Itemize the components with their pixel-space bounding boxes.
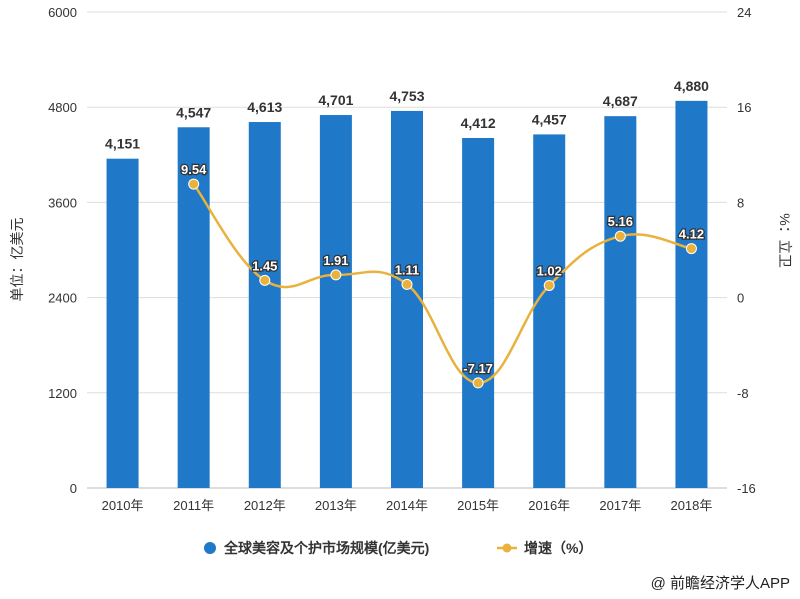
bar-value-label: 4,412 xyxy=(461,115,496,131)
x-tick-label: 2013年 xyxy=(315,498,357,513)
source-credit: @ 前瞻经济学人APP xyxy=(650,575,790,592)
bar xyxy=(106,158,139,489)
growth-value-label: 1.91 xyxy=(323,253,348,268)
growth-value-label: 9.54 xyxy=(181,162,207,177)
bar-value-label: 4,687 xyxy=(603,93,638,109)
bar xyxy=(248,122,281,488)
y-right-axis-title: %：立卫 xyxy=(777,213,793,267)
y-left-axis-title: 单位：亿美元 xyxy=(9,218,25,302)
growth-value-label: 1.11 xyxy=(395,262,420,277)
bar-value-label: 4,547 xyxy=(176,104,211,120)
bar-value-label: 4,701 xyxy=(318,92,353,108)
growth-value-label: 1.45 xyxy=(252,258,277,273)
legend: 全球美容及个护市场规模(亿美元) 增速（%） xyxy=(204,540,592,556)
bar-value-label: 4,613 xyxy=(247,99,282,115)
bar xyxy=(391,110,423,489)
growth-point xyxy=(259,274,271,286)
y-left-tick-label: 1200 xyxy=(48,386,77,401)
x-tick-label: 2016年 xyxy=(528,498,570,513)
growth-point xyxy=(543,279,555,291)
growth-point xyxy=(188,178,200,190)
bar-value-label: 4,151 xyxy=(105,136,140,152)
bar xyxy=(533,134,566,489)
bar-value-label: 4,880 xyxy=(674,78,709,94)
legend-marker-point xyxy=(502,543,512,553)
bar xyxy=(675,100,708,488)
growth-point xyxy=(614,230,626,242)
growth-point xyxy=(685,243,697,255)
y-right-tick-label: 8 xyxy=(737,195,744,210)
axes: 0 1200 2400 3600 4800 6000 -16 -8 0 8 16 24 2010年 201… xyxy=(9,5,793,513)
legend-label: 全球美容及个护市场规模(亿美元) xyxy=(223,540,429,556)
x-tick-label: 2012年 xyxy=(244,498,286,513)
legend-marker-bar xyxy=(204,542,216,554)
y-right-tick-label: 0 xyxy=(737,291,744,306)
growth-point xyxy=(472,377,484,389)
growth-value-label: -7.17 xyxy=(463,361,493,376)
growth-value-label: 1.02 xyxy=(537,263,562,278)
y-left-tick-label: 0 xyxy=(70,481,77,496)
growth-point xyxy=(330,269,342,281)
legend-label: 增速（%） xyxy=(524,540,592,556)
y-left-tick-label: 2400 xyxy=(48,291,77,306)
data-labels: 4,151 4,547 4,613 4,701 4,753 4,412 4,457 4,687… xyxy=(105,78,709,377)
y-left-tick-label: 3600 xyxy=(48,195,77,210)
x-tick-label: 2015年 xyxy=(457,498,499,513)
y-right-tick-label: -16 xyxy=(737,481,756,496)
x-tick-label: 2017年 xyxy=(599,498,641,513)
growth-line-series xyxy=(188,178,697,389)
growth-value-label: 4.12 xyxy=(679,227,704,242)
x-tick-label: 2014年 xyxy=(386,498,428,513)
y-right-tick-label: -8 xyxy=(737,386,749,401)
growth-value-label: 5.16 xyxy=(608,214,633,229)
bar xyxy=(462,137,495,489)
bar-value-label: 4,753 xyxy=(389,88,424,104)
growth-point xyxy=(401,278,413,290)
x-tick-label: 2010年 xyxy=(102,498,144,513)
bar-series xyxy=(106,100,708,489)
y-right-tick-label: 16 xyxy=(737,100,751,115)
x-tick-label: 2018年 xyxy=(670,498,712,513)
y-left-tick-label: 6000 xyxy=(48,5,77,20)
bar xyxy=(319,115,352,488)
bar-value-label: 4,457 xyxy=(532,111,567,127)
x-tick-label: 2011年 xyxy=(173,498,214,513)
y-right-tick-label: 24 xyxy=(737,5,751,20)
y-left-tick-label: 4800 xyxy=(48,100,77,115)
bar xyxy=(604,116,637,488)
